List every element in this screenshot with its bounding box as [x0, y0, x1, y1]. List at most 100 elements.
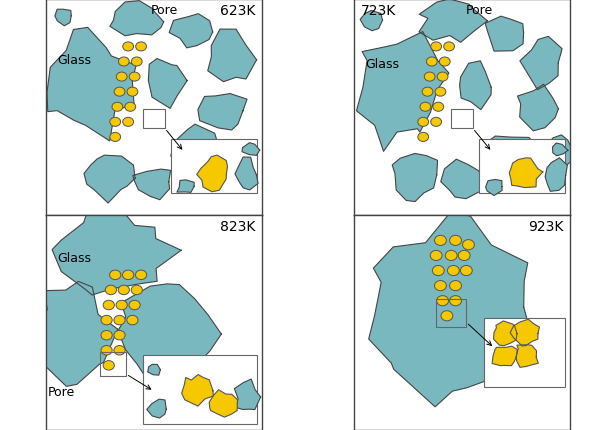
Polygon shape [544, 135, 573, 169]
Text: Pore: Pore [466, 4, 493, 17]
Ellipse shape [434, 236, 447, 246]
Polygon shape [419, 0, 487, 43]
Polygon shape [118, 284, 221, 391]
Ellipse shape [431, 118, 442, 127]
Polygon shape [235, 158, 258, 190]
Ellipse shape [426, 58, 437, 67]
Polygon shape [460, 61, 491, 111]
Polygon shape [148, 59, 187, 109]
Ellipse shape [424, 73, 435, 82]
Polygon shape [509, 159, 543, 188]
Ellipse shape [460, 266, 472, 276]
Ellipse shape [101, 346, 112, 355]
Polygon shape [368, 212, 530, 407]
Text: Glass: Glass [57, 252, 91, 264]
Ellipse shape [123, 118, 134, 127]
Ellipse shape [112, 103, 123, 112]
Ellipse shape [129, 73, 140, 82]
Bar [452, 110, 472, 129]
Polygon shape [492, 346, 517, 366]
Text: 923K: 923K [528, 219, 563, 233]
Text: 723K: 723K [361, 4, 396, 18]
Ellipse shape [114, 88, 125, 97]
Ellipse shape [441, 311, 453, 321]
Bar [100, 353, 126, 376]
Ellipse shape [432, 266, 444, 276]
Ellipse shape [125, 103, 136, 112]
Bar [171, 140, 257, 194]
Bar [144, 355, 257, 424]
Ellipse shape [114, 346, 125, 355]
Polygon shape [177, 181, 194, 193]
Polygon shape [485, 17, 524, 52]
Polygon shape [357, 33, 449, 152]
Polygon shape [171, 125, 229, 181]
Ellipse shape [445, 251, 457, 261]
Ellipse shape [458, 251, 470, 261]
Text: Pore: Pore [47, 385, 75, 398]
Polygon shape [198, 94, 247, 131]
Polygon shape [485, 180, 502, 196]
Polygon shape [545, 158, 567, 192]
Polygon shape [493, 321, 517, 346]
Polygon shape [182, 375, 213, 406]
Polygon shape [486, 137, 541, 178]
Ellipse shape [110, 270, 121, 280]
Ellipse shape [444, 43, 455, 52]
Ellipse shape [136, 43, 147, 52]
Ellipse shape [136, 270, 147, 280]
Polygon shape [55, 10, 71, 27]
Polygon shape [147, 399, 166, 418]
Polygon shape [234, 379, 261, 410]
Ellipse shape [418, 133, 429, 142]
Bar [479, 140, 565, 194]
Ellipse shape [101, 316, 112, 325]
Polygon shape [197, 156, 227, 192]
Polygon shape [84, 156, 135, 203]
Ellipse shape [430, 251, 442, 261]
Polygon shape [47, 28, 136, 141]
Ellipse shape [131, 58, 142, 67]
Ellipse shape [127, 316, 138, 325]
Ellipse shape [439, 58, 450, 67]
Ellipse shape [422, 88, 433, 97]
Ellipse shape [418, 118, 429, 127]
Polygon shape [23, 282, 118, 387]
Ellipse shape [463, 240, 474, 250]
Ellipse shape [437, 73, 448, 82]
Text: 623K: 623K [220, 4, 255, 18]
Ellipse shape [450, 236, 461, 246]
Ellipse shape [450, 296, 461, 306]
Ellipse shape [114, 316, 125, 325]
Bar [484, 318, 565, 387]
Ellipse shape [103, 361, 115, 370]
Ellipse shape [110, 118, 121, 127]
Polygon shape [392, 154, 437, 202]
Ellipse shape [435, 88, 446, 97]
Text: Pore: Pore [151, 4, 179, 17]
Ellipse shape [447, 266, 460, 276]
Text: Glass: Glass [57, 54, 91, 67]
Polygon shape [110, 2, 164, 37]
Ellipse shape [114, 331, 125, 340]
Polygon shape [52, 210, 181, 295]
Polygon shape [517, 85, 558, 132]
Polygon shape [169, 15, 213, 49]
Ellipse shape [127, 88, 138, 97]
Ellipse shape [105, 286, 116, 295]
Polygon shape [510, 319, 540, 346]
Text: Glass: Glass [365, 58, 399, 71]
Polygon shape [360, 11, 383, 32]
Polygon shape [516, 345, 538, 368]
Polygon shape [553, 144, 568, 157]
Polygon shape [133, 170, 171, 200]
Polygon shape [148, 365, 160, 375]
Bar [144, 110, 164, 129]
Ellipse shape [420, 103, 431, 112]
Ellipse shape [450, 281, 461, 291]
Bar [436, 299, 466, 327]
Polygon shape [208, 30, 257, 83]
Text: 823K: 823K [220, 219, 255, 233]
Ellipse shape [123, 43, 134, 52]
Ellipse shape [129, 301, 140, 310]
